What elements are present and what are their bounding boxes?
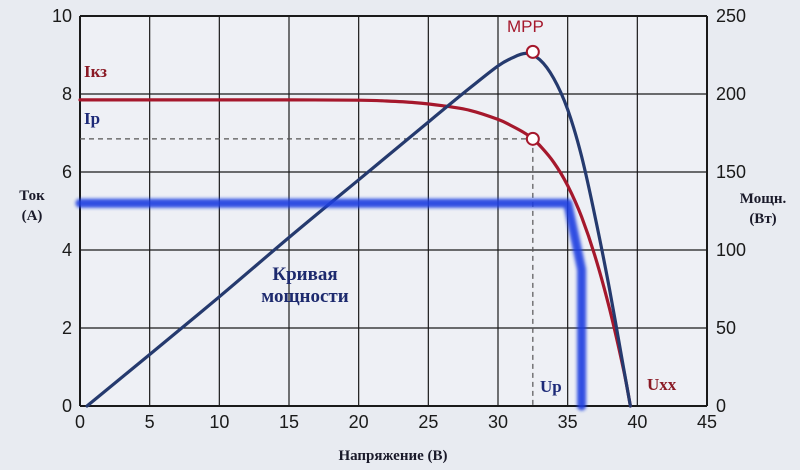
y-left-tick-label-8: 8 [62, 84, 72, 104]
y-right-tick-label-150: 150 [716, 162, 746, 182]
x-tick-label-0: 0 [75, 412, 85, 432]
up-label: Uр [540, 377, 562, 396]
y-right-tick-label-250: 250 [716, 6, 746, 26]
markers [525, 44, 540, 146]
y-right-tick-label-100: 100 [716, 240, 746, 260]
highlight-stroke [75, 198, 587, 411]
power-curve [85, 51, 632, 408]
y-left-title-line1: Ток [19, 188, 45, 204]
y-right-title-line1: Мощн. [740, 191, 787, 207]
y-right-tick-label-200: 200 [716, 84, 746, 104]
ip-label: Iр [84, 109, 100, 128]
y-right-tick-label-0: 0 [716, 396, 726, 416]
x-tick-label-45: 45 [697, 412, 717, 432]
y-left-title-line2: (А) [22, 208, 43, 224]
y-left-tick-label-6: 6 [62, 162, 72, 182]
guide-lines [80, 138, 534, 406]
y-right-tick-label-50: 50 [716, 318, 736, 338]
x-tick-label-40: 40 [627, 412, 647, 432]
x-axis-title: Напряжение (В) [338, 448, 447, 464]
iu-curve [78, 98, 632, 408]
uoc-label: Uхх [647, 375, 677, 394]
y-left-tick-label-0: 0 [62, 396, 72, 416]
x-tick-label-5: 5 [145, 412, 155, 432]
y-left-tick-label-4: 4 [62, 240, 72, 260]
x-tick-label-25: 25 [418, 412, 438, 432]
mpp-label: MPP [507, 17, 544, 36]
y-left-tick-label-10: 10 [52, 6, 72, 26]
hand-drawn-highlight [75, 198, 587, 411]
x-tick-label-10: 10 [209, 412, 229, 432]
power-curve-label-line2: мощности [261, 286, 348, 307]
y-right-title-line2: (Вт) [749, 211, 776, 227]
x-tick-label-20: 20 [349, 412, 369, 432]
mpp-marker [525, 44, 540, 59]
x-tick-label-15: 15 [279, 412, 299, 432]
plot-background [80, 16, 707, 406]
curves [78, 51, 632, 408]
isc-label: Iкз [84, 62, 107, 81]
power-curve-label-line1: Кривая [272, 264, 337, 285]
ip-marker [525, 131, 540, 146]
x-tick-label-35: 35 [558, 412, 578, 432]
y-left-tick-label-2: 2 [62, 318, 72, 338]
x-tick-label-30: 30 [488, 412, 508, 432]
